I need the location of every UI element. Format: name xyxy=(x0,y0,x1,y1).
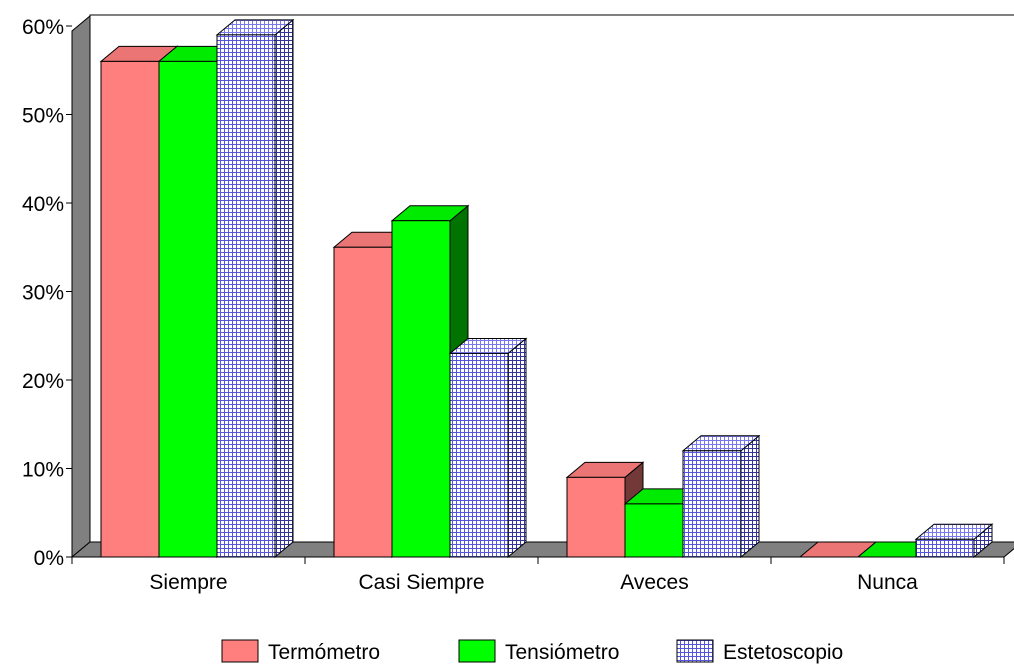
bar-front xyxy=(682,450,742,558)
legend-label: Termómetro xyxy=(268,641,380,664)
bar-front xyxy=(915,538,975,558)
bar-front xyxy=(216,34,276,558)
bar-front xyxy=(449,352,509,558)
bar xyxy=(215,18,295,559)
bar-front xyxy=(158,60,218,558)
legend-swatch xyxy=(458,639,496,663)
back-wall xyxy=(89,14,1014,542)
bars-group xyxy=(99,18,994,559)
x-tick-label: Siempre xyxy=(149,571,227,594)
legend-label: Tensiómetro xyxy=(505,641,619,664)
legend-item: Estetoscopio xyxy=(676,639,843,664)
bar xyxy=(914,523,994,559)
x-tick-label: Casi Siempre xyxy=(358,571,484,594)
y-tick-label: 60% xyxy=(22,16,64,39)
bar-front xyxy=(333,246,393,558)
bar-side xyxy=(740,434,760,559)
bar xyxy=(448,337,528,559)
bar-side xyxy=(507,337,527,559)
y-tick-label: 40% xyxy=(22,193,64,216)
bar-front xyxy=(100,60,160,558)
y-tick-label: 50% xyxy=(22,105,64,128)
bar-side xyxy=(274,18,294,559)
legend-item: Tensiómetro xyxy=(458,639,619,664)
y-tick-label: 0% xyxy=(34,547,64,570)
bar-front xyxy=(624,503,684,558)
legend-swatch xyxy=(676,639,714,663)
side-wall xyxy=(71,14,91,559)
legend-item: Termómetro xyxy=(221,639,380,664)
bar-front xyxy=(391,220,451,558)
legend-label: Estetoscopio xyxy=(723,641,843,664)
bar xyxy=(681,434,761,559)
y-tick-label: 20% xyxy=(22,370,64,393)
y-axis: 0% 10% 20% 30% 40% 50% 60% xyxy=(22,16,73,570)
y-tick-label: 10% xyxy=(22,459,64,482)
x-axis: Siempre Casi Siempre Aveces Nunca xyxy=(71,556,1005,594)
legend-swatch xyxy=(221,639,259,663)
x-tick-label: Nunca xyxy=(857,571,918,594)
legend: Termómetro Tensiómetro Estetoscopio xyxy=(221,639,843,664)
x-tick-label: Aveces xyxy=(620,571,689,594)
bar-front xyxy=(566,476,626,558)
y-tick-label: 30% xyxy=(22,282,64,305)
